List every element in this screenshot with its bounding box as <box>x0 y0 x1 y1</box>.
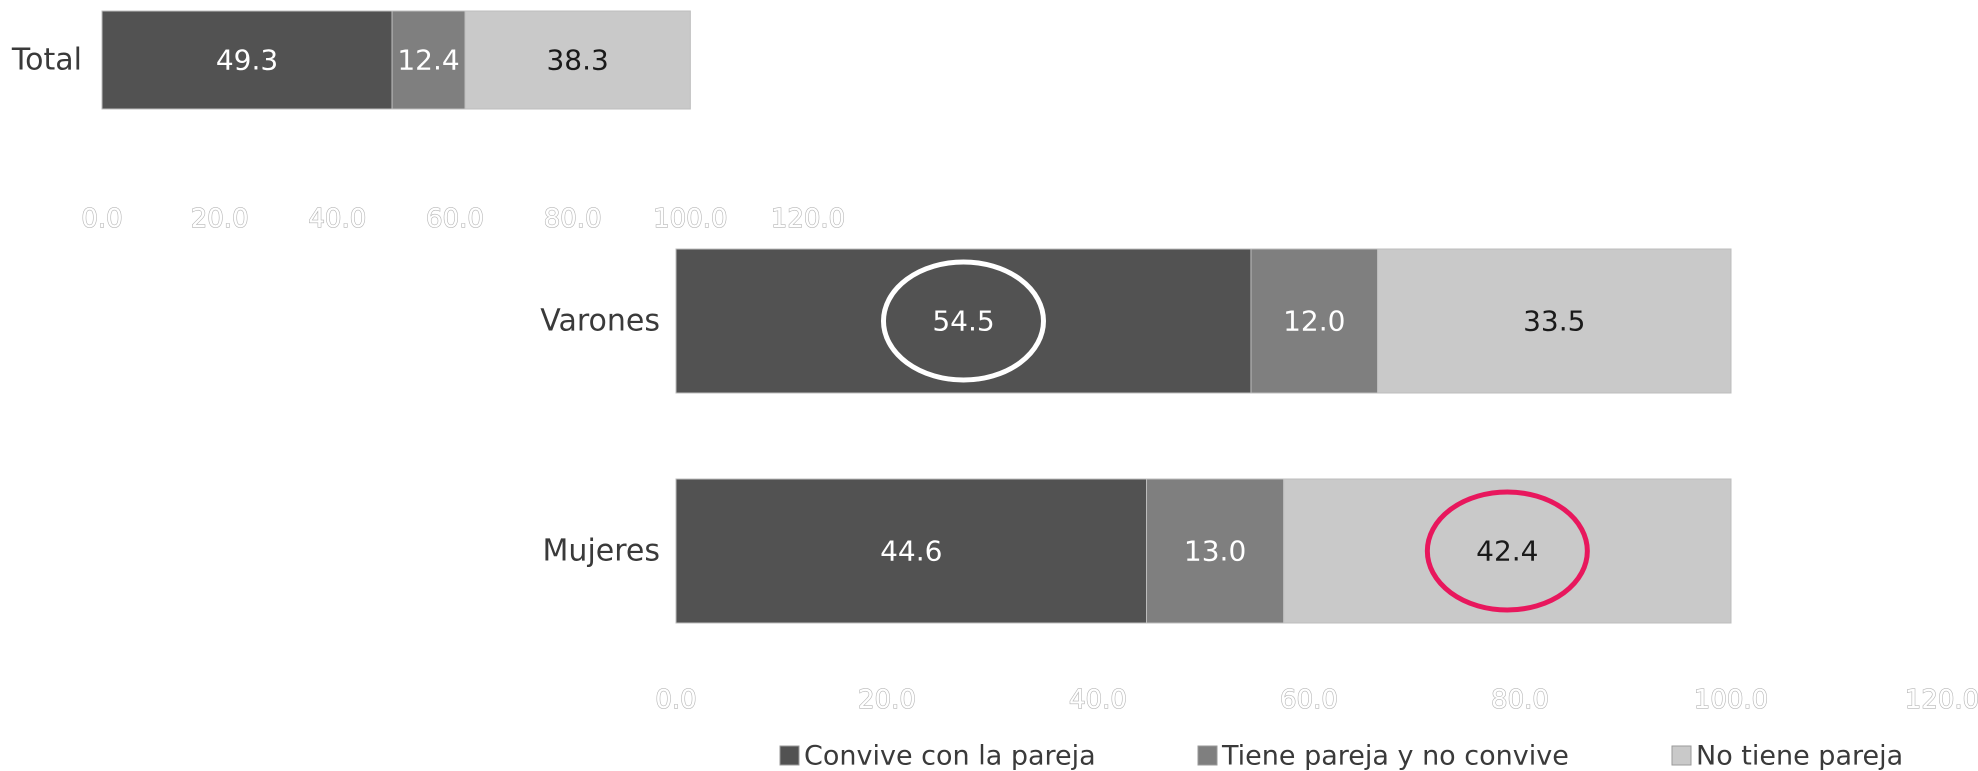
data-label-total-tiene-pareja-y-no-convive: 12.4 <box>397 44 459 77</box>
bar-varones-convive-con-la-pareja <box>675 248 1252 394</box>
tick-label-120-0: 120.0 <box>771 204 845 234</box>
bar-varones-tiene-pareja-y-no-convive <box>1250 248 1379 394</box>
tick-label-40-0: 40.0 <box>308 204 366 234</box>
data-label-varones-tiene-pareja-y-no-convive: 12.0 <box>1283 305 1345 338</box>
data-label-varones-convive-con-la-pareja: 54.5 <box>932 305 994 338</box>
bar-total-convive-con-la-pareja <box>101 10 393 110</box>
data-label-mujeres-convive-con-la-pareja: 44.6 <box>880 535 942 568</box>
highlight-ellipse-varones-convive-con-la-pareja <box>880 259 1046 383</box>
tick-label-100-0: 100.0 <box>653 204 727 234</box>
legend-swatch-convive-con-la-pareja <box>779 745 800 766</box>
tick-label-120-0: 120.0 <box>1905 685 1978 715</box>
tick-label-20-0: 20.0 <box>858 685 916 715</box>
tick-label-80-0: 80.0 <box>544 204 602 234</box>
data-label-varones-no-tiene-pareja: 33.5 <box>1523 305 1585 338</box>
data-label-mujeres-tiene-pareja-y-no-convive: 13.0 <box>1184 535 1246 568</box>
tick-label-0-0: 0.0 <box>655 685 696 715</box>
category-label-total: Total <box>11 43 82 78</box>
tick-label-0-0: 0.0 <box>81 204 122 234</box>
tick-label-60-0: 60.0 <box>1280 685 1338 715</box>
tick-label-20-0: 20.0 <box>191 204 249 234</box>
bar-total-no-tiene-pareja <box>464 10 691 110</box>
legend-swatch-tiene-pareja-y-no-convive <box>1197 745 1218 766</box>
tick-label-100-0: 100.0 <box>1694 685 1768 715</box>
bar-mujeres-tiene-pareja-y-no-convive <box>1146 478 1285 624</box>
data-label-total-convive-con-la-pareja: 49.3 <box>216 44 278 77</box>
bar-mujeres-no-tiene-pareja <box>1283 478 1732 624</box>
bar-varones-no-tiene-pareja <box>1377 248 1732 394</box>
category-label-varones: Varones <box>540 304 660 339</box>
tick-label-80-0: 80.0 <box>1491 685 1549 715</box>
legend-label-tiene-pareja-y-no-convive: Tiene pareja y no convive <box>1221 741 1569 771</box>
bar-mujeres-convive-con-la-pareja <box>675 478 1148 624</box>
bar-total-tiene-pareja-y-no-convive <box>391 10 466 110</box>
legend-swatch-no-tiene-pareja <box>1671 745 1692 766</box>
chart-2: Varones 54.5 12.0 33.5 Mujeres 44.6 13.0 42.4 0.… <box>540 248 1978 771</box>
tick-label-40-0: 40.0 <box>1069 685 1127 715</box>
legend-label-no-tiene-pareja: No tiene pareja <box>1696 741 1903 771</box>
tick-label-60-0: 60.0 <box>426 204 484 234</box>
data-label-mujeres-no-tiene-pareja: 42.4 <box>1476 535 1538 568</box>
chart-1: Total 49.3 12.4 38.3 0.0 20.0 40.0 60.0 80.0 100.… <box>11 10 846 235</box>
data-label-total-no-tiene-pareja: 38.3 <box>546 44 608 77</box>
legend-label-convive-con-la-pareja: Convive con la pareja <box>804 741 1096 771</box>
category-label-mujeres: Mujeres <box>543 534 660 569</box>
highlight-ellipse-mujeres-no-tiene-pareja <box>1424 489 1590 613</box>
